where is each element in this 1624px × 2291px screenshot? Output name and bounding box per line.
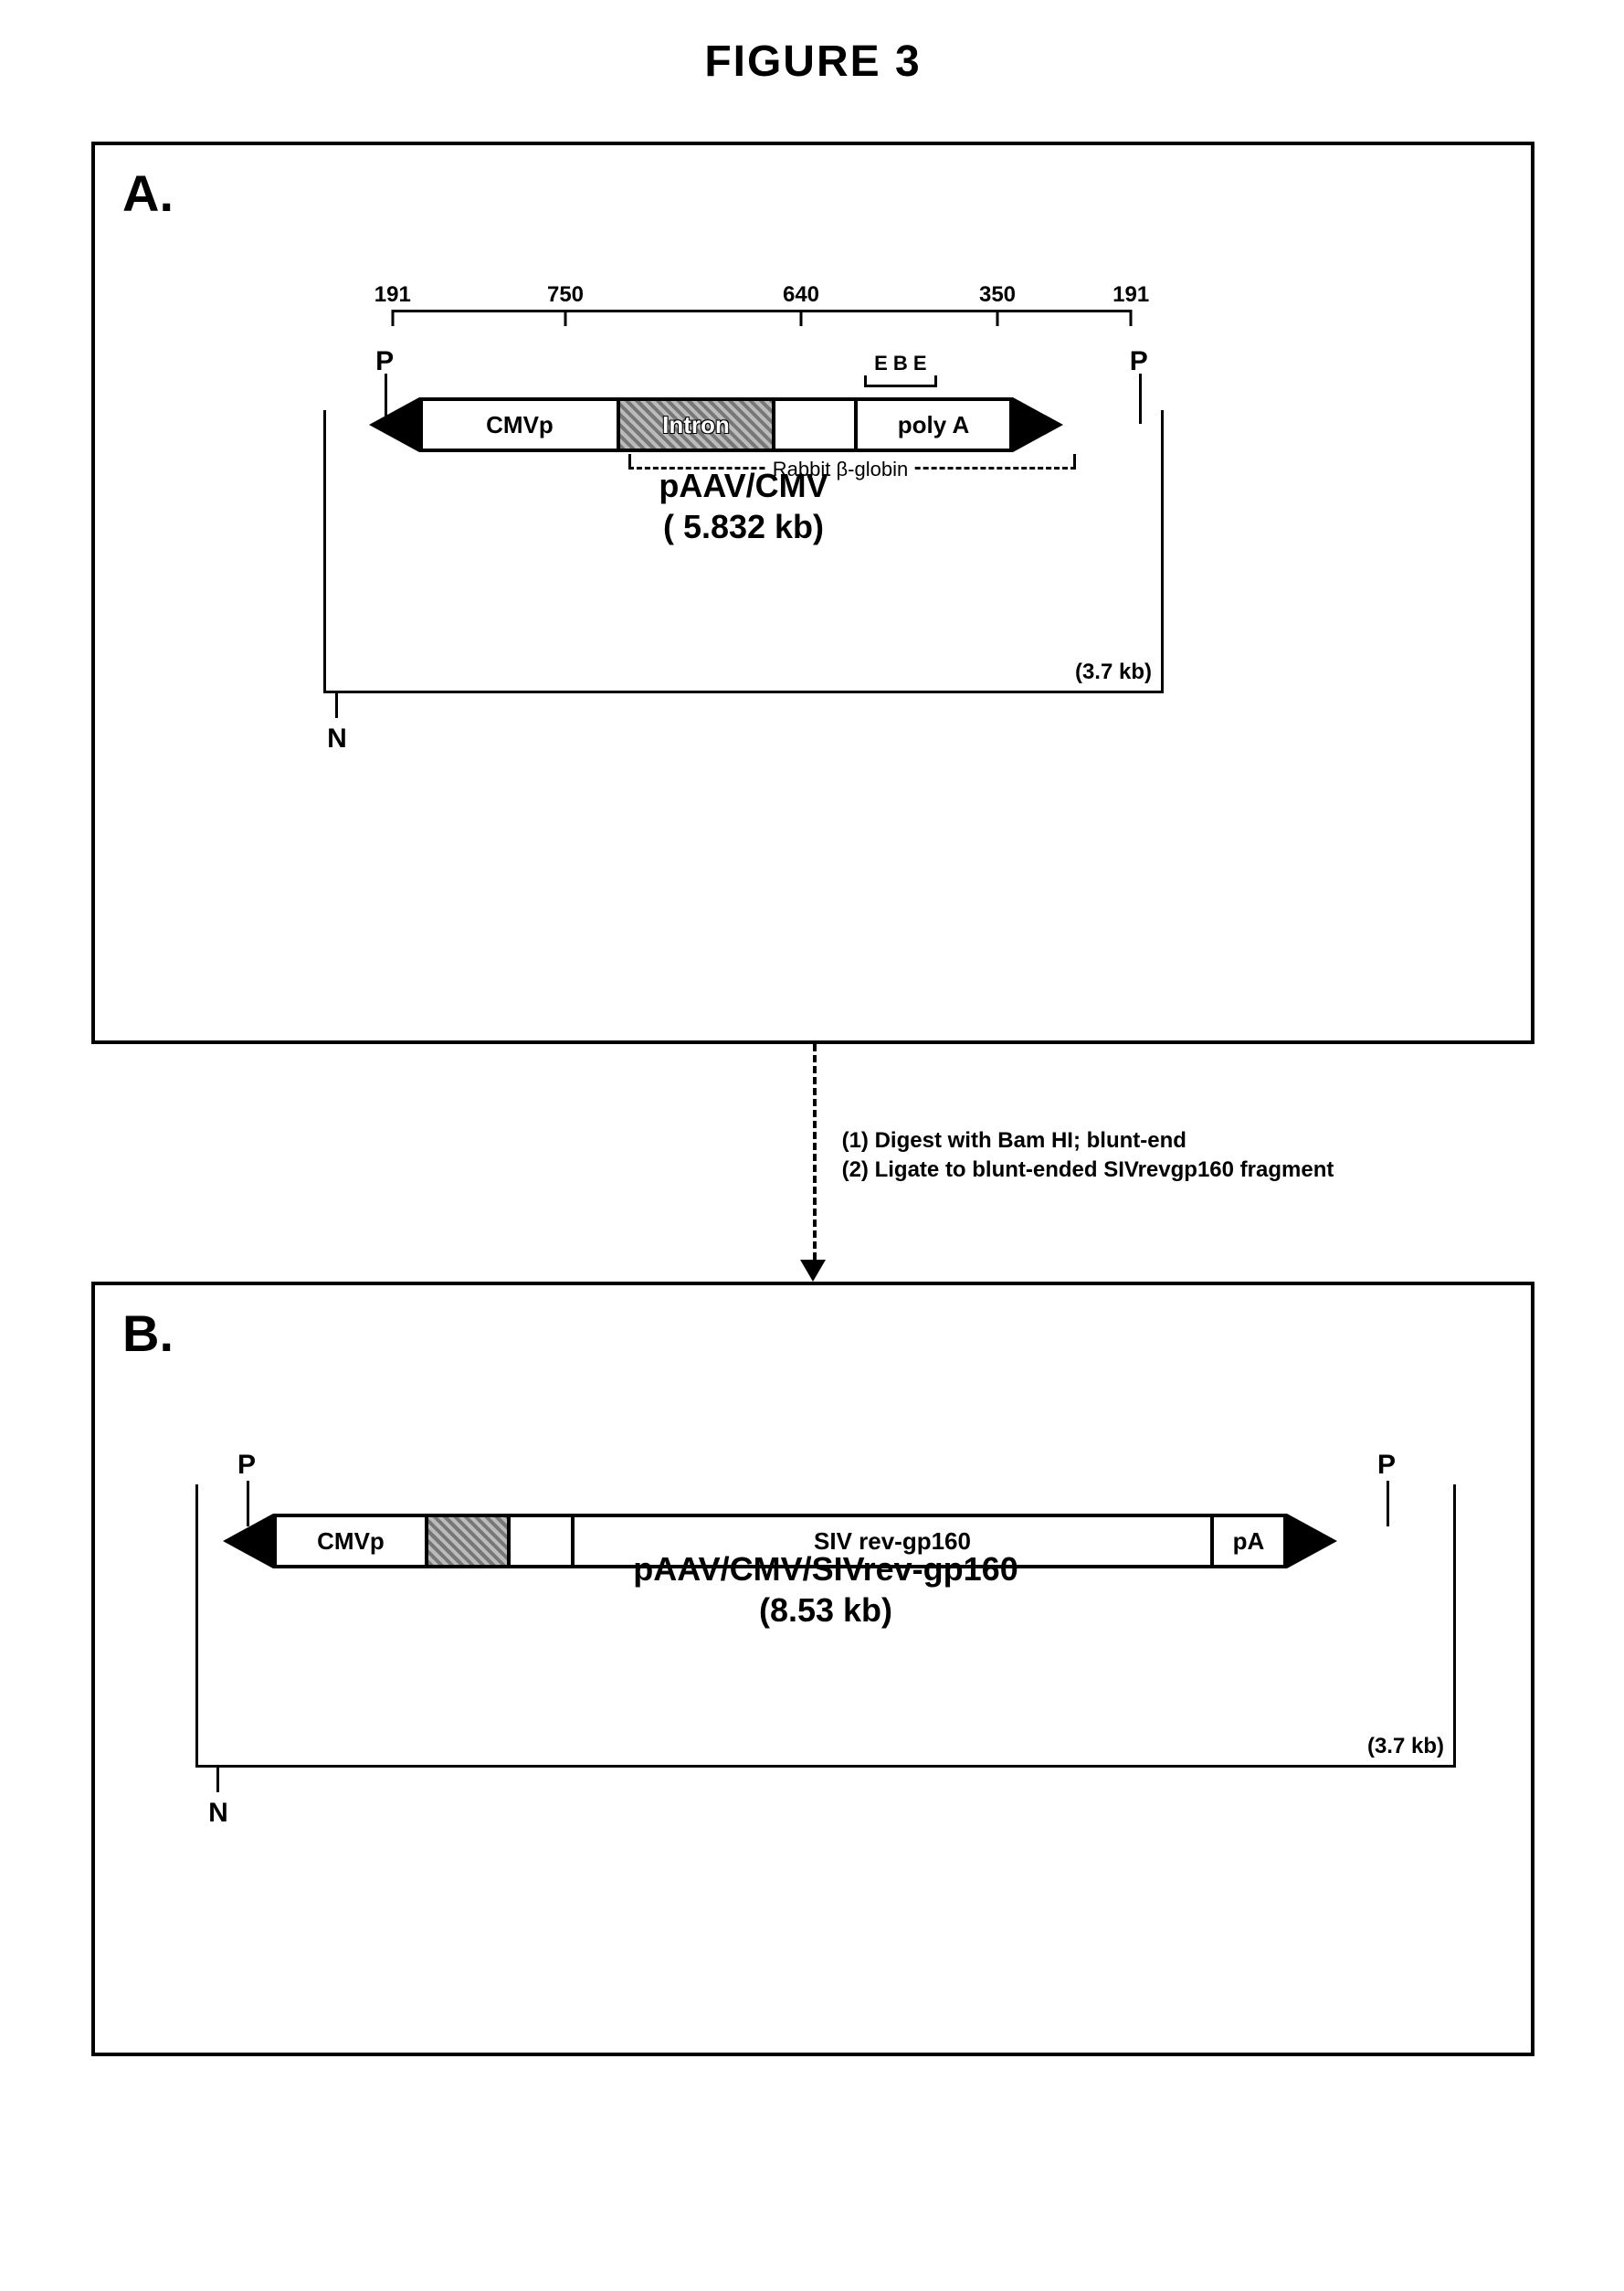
step-text: (1) Digest with Bam HI; blunt-end (2) Li… [842, 1126, 1334, 1186]
panel-b-label: B. [122, 1304, 174, 1363]
n-label-a: N [327, 723, 347, 755]
p-marker-row: P P E B E [369, 346, 1155, 392]
size-ruler: 191 750 640 350 191 [369, 282, 1155, 346]
size-label: 640 [783, 282, 819, 308]
n-label-b: N [208, 1798, 228, 1829]
p-marker-left: P [375, 346, 394, 377]
size-label: 750 [547, 282, 584, 308]
panel-b: B. P P CMVp SIV rev-gp160 pA [91, 1282, 1534, 2056]
backbone-size-b: (3.7 kb) [1367, 1734, 1444, 1759]
figure-title: FIGURE 3 [37, 37, 1589, 87]
size-label: 350 [979, 282, 1016, 308]
process-arrow: (1) Digest with Bam HI; blunt-end (2) Li… [91, 1044, 1534, 1282]
ebe-label: E B E [864, 352, 937, 387]
panel-a: A. 191 750 640 350 191 P P [91, 142, 1534, 1044]
size-label: 191 [374, 282, 411, 308]
arrowhead-down-icon [800, 1260, 826, 1282]
plasmid-backbone-a: pAAV/CMV ( 5.832 kb) (3.7 kb) N [323, 410, 1164, 693]
plasmid-backbone-b: pAAV/CMV/SIVrev-gp160 (8.53 kb) (3.7 kb)… [195, 1484, 1456, 1768]
p-marker-left-b: P [237, 1450, 256, 1481]
panel-a-label: A. [122, 164, 174, 223]
backbone-size-a: (3.7 kb) [1075, 660, 1152, 685]
p-marker-right-b: P [1377, 1450, 1396, 1481]
plasmid-name-a: pAAV/CMV ( 5.832 kb) [326, 465, 1161, 547]
dashed-arrow-icon [813, 1044, 817, 1260]
size-label: 191 [1113, 282, 1149, 308]
plasmid-name-b: pAAV/CMV/SIVrev-gp160 (8.53 kb) [198, 1548, 1453, 1631]
p-marker-right: P [1130, 346, 1148, 377]
